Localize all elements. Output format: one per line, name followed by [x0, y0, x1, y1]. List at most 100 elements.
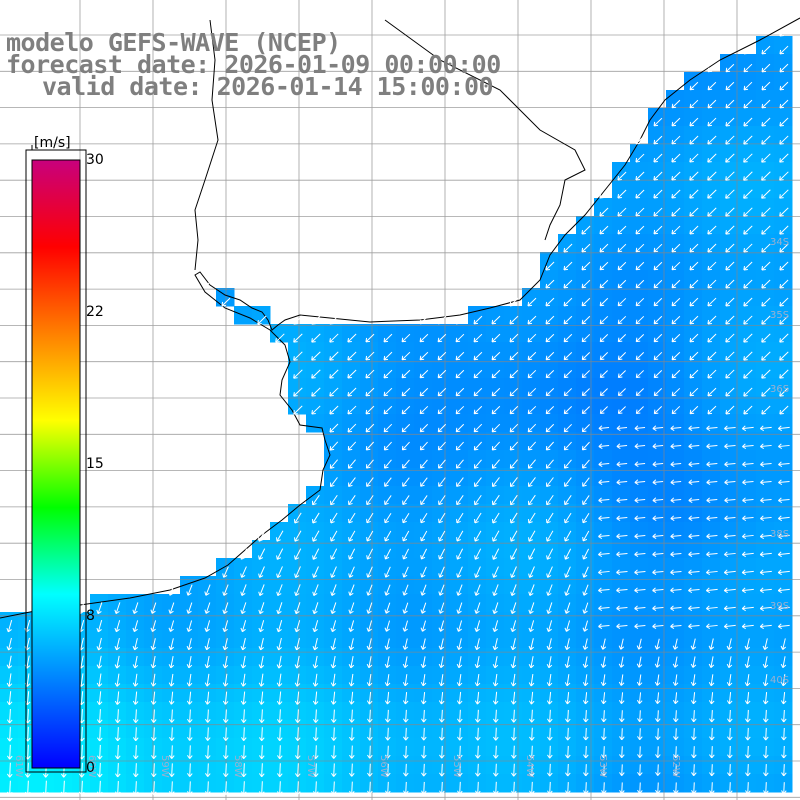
wind-arrow: [780, 638, 787, 650]
field-cell: [108, 702, 127, 721]
field-cell: [738, 72, 757, 91]
wind-arrow: [437, 387, 447, 397]
wind-arrow: [671, 333, 681, 343]
lat-label: 36S: [770, 384, 789, 395]
field-cell: [738, 486, 757, 505]
wind-arrow: [347, 387, 357, 397]
wind-arrow: [259, 745, 265, 760]
field-cell: [396, 612, 415, 631]
field-cell: [270, 558, 289, 577]
wind-arrow: [456, 495, 464, 506]
field-cell: [342, 432, 361, 451]
field-cell: [288, 612, 307, 631]
wind-arrow: [132, 602, 139, 614]
wind-arrow: [779, 261, 789, 271]
field-cell: [738, 360, 757, 379]
field-cell: [378, 558, 397, 577]
field-cell: [450, 720, 469, 739]
wind-arrow: [581, 315, 591, 325]
wind-arrow: [653, 370, 663, 379]
field-cell: [684, 594, 703, 613]
wind-arrow: [420, 691, 427, 705]
field-cell: [720, 162, 739, 181]
wind-arrow: [491, 351, 501, 361]
wind-arrow: [276, 602, 283, 615]
field-cell: [684, 396, 703, 415]
field-cell: [432, 612, 451, 631]
wind-arrow: [706, 587, 718, 594]
field-cell: [216, 612, 235, 631]
wind-arrow: [760, 461, 772, 468]
field-cell: [360, 720, 379, 739]
wind-arrow: [347, 333, 357, 343]
wind-arrow: [330, 530, 338, 542]
wind-arrow: [528, 477, 536, 488]
wind-arrow: [257, 315, 267, 325]
field-cell: [720, 324, 739, 343]
wind-arrow: [689, 135, 699, 145]
wind-arrow: [779, 297, 789, 307]
field-cell: [486, 432, 505, 451]
wind-arrow: [187, 763, 193, 777]
field-cell: [558, 378, 577, 397]
wind-arrow: [743, 81, 753, 91]
wind-arrow: [78, 780, 85, 796]
field-cell: [774, 702, 793, 721]
field-cell: [756, 162, 775, 181]
field-cell: [234, 648, 253, 667]
wind-arrow: [419, 423, 429, 433]
field-cell: [360, 504, 379, 523]
wind-arrow: [311, 351, 321, 361]
field-cell: [738, 288, 757, 307]
wind-arrow: [635, 370, 645, 379]
field-cell: [756, 720, 775, 739]
field-cell: [738, 54, 757, 73]
wind-arrow: [742, 479, 754, 486]
wind-arrow: [331, 745, 337, 759]
field-cell: [684, 288, 703, 307]
wind-arrow: [473, 387, 483, 397]
field-cell: [738, 252, 757, 271]
wind-arrow: [240, 620, 247, 633]
field-cell: [108, 684, 127, 703]
field-cell: [756, 252, 775, 271]
wind-arrow: [329, 387, 339, 397]
field-cell: [324, 648, 343, 667]
field-cell: [540, 540, 559, 559]
field-cell: [486, 594, 505, 613]
field-cell: [396, 702, 415, 721]
wind-arrow: [385, 745, 391, 759]
field-cell: [180, 594, 199, 613]
wind-arrow: [115, 763, 121, 778]
wind-arrow: [258, 584, 265, 597]
field-cell: [684, 252, 703, 271]
wind-arrow: [312, 566, 319, 578]
wind-arrow: [509, 512, 518, 524]
wind-arrow: [545, 369, 555, 379]
field-cell: [450, 666, 469, 685]
field-cell: [468, 360, 487, 379]
field-cell: [504, 720, 523, 739]
wind-arrow: [349, 709, 355, 723]
wind-arrow: [491, 369, 501, 379]
wind-arrow: [527, 369, 537, 379]
field-cell: [360, 396, 379, 415]
wind-arrow: [456, 656, 463, 669]
field-cell: [648, 252, 667, 271]
field-cell: [450, 702, 469, 721]
field-cell: [216, 558, 235, 577]
wind-arrow: [779, 171, 789, 181]
wind-arrow: [581, 225, 591, 235]
wind-arrow: [599, 406, 608, 415]
wind-arrow: [636, 638, 643, 650]
wind-arrow: [330, 655, 337, 669]
colorbar-unit: [m/s]: [34, 135, 71, 151]
field-cell: [432, 360, 451, 379]
field-cell: [270, 540, 289, 559]
wind-arrow: [761, 225, 771, 235]
field-cell: [450, 558, 469, 577]
wind-arrow: [690, 638, 697, 650]
field-cell: [612, 252, 631, 271]
wind-arrow: [295, 763, 301, 778]
